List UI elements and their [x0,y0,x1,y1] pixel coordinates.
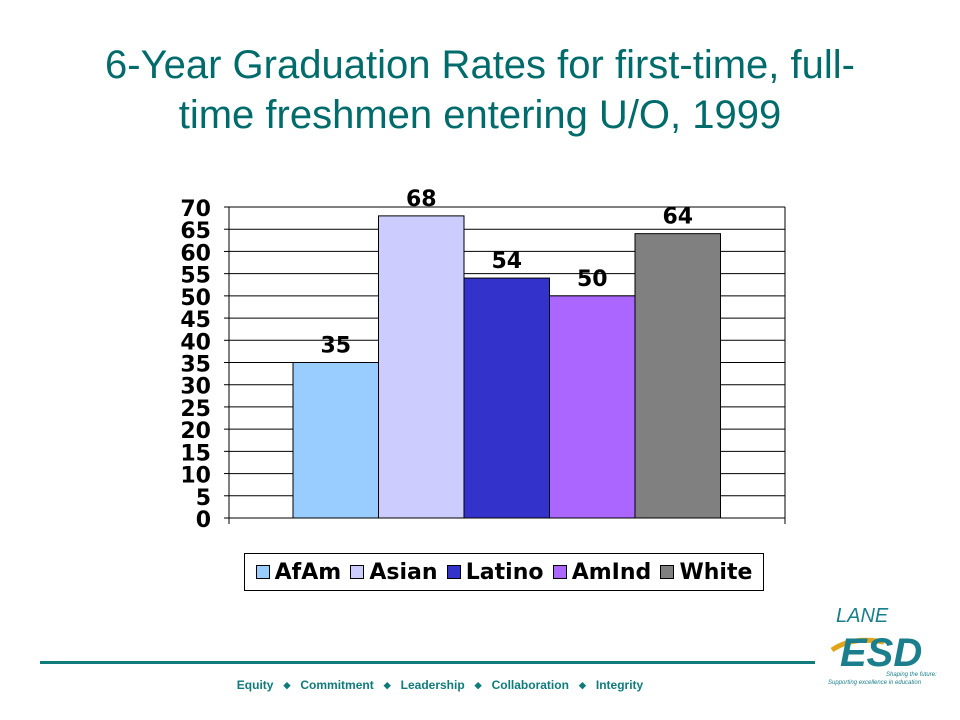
legend-label: Asian [369,559,438,585]
y-tick-label: 50 [180,286,211,311]
y-tick-label: 30 [180,375,211,400]
data-label-amind: 50 [577,267,608,292]
bar-asian [378,215,465,519]
footer-separator: ◆ [383,680,391,690]
title-line-1: 6-Year Graduation Rates for first-time, … [105,43,855,87]
footer-value: Equity [236,678,274,692]
data-label-afam: 35 [320,334,351,359]
title-line-2: time freshmen entering U/O, 1999 [178,93,782,137]
legend-item-latino: Latino [446,559,544,585]
logo-main-text: ESD [840,631,922,675]
y-tick-label: 70 [180,197,211,222]
legend-label: AfAm [274,559,342,585]
y-tick-label: 25 [180,397,211,422]
logo-tagline-1: Shaping the future: [886,672,937,678]
logo-top-text: LANE [836,605,889,627]
data-label-asian: 68 [406,187,437,212]
legend-swatch [660,565,675,579]
y-tick-label: 60 [180,241,211,266]
legend-item-afam: AfAm [255,559,342,585]
y-tick-label: 0 [196,508,211,533]
data-label-white: 64 [662,205,693,230]
footer-value: Integrity [595,678,644,692]
page-title: 6-Year Graduation Rates for first-time, … [40,40,920,140]
logo-tagline-2: Supporting excellence in education [828,680,922,686]
bar-latino [463,277,550,519]
chart-legend: AfAm Asian Latino AmInd White [244,553,764,591]
footer-value: Collaboration [491,678,569,692]
legend-swatch [255,565,270,579]
y-tick-label: 15 [180,441,211,466]
legend-swatch [552,565,567,579]
footer-separator: ◆ [474,680,482,690]
legend-label: AmInd [571,559,652,585]
y-tick-label: 55 [180,264,211,289]
y-tick-label: 20 [180,419,211,444]
legend-swatch [350,565,365,579]
y-tick-label: 5 [196,486,211,511]
legend-item-amind: AmInd [552,559,652,585]
legend-label: Latino [465,559,544,585]
legend-item-white: White [660,560,752,585]
footer-values: Equity ◆ Commitment ◆ Leadership ◆ Collaborati… [170,678,710,692]
footer-value: Leadership [400,678,465,692]
y-tick-label: 10 [180,464,211,489]
y-tick-label: 65 [180,219,211,244]
y-tick-label: 45 [180,308,211,333]
legend-label: White [679,559,753,585]
footer-separator: ◆ [283,680,291,690]
lane-esd-logo: LANE ESD Shaping the future: Supporting … [828,605,937,686]
footer-value: Commitment [300,678,374,692]
legend-swatch [446,565,461,579]
bar-amind [549,295,636,519]
y-tick-label: 40 [180,330,211,355]
footer-divider [40,661,815,664]
y-tick-label: 35 [180,353,211,378]
bar-afam [292,362,379,519]
footer-separator: ◆ [578,680,586,690]
data-label-latino: 54 [491,249,522,274]
legend-item-asian: Asian [350,559,438,585]
bar-white [634,233,721,519]
